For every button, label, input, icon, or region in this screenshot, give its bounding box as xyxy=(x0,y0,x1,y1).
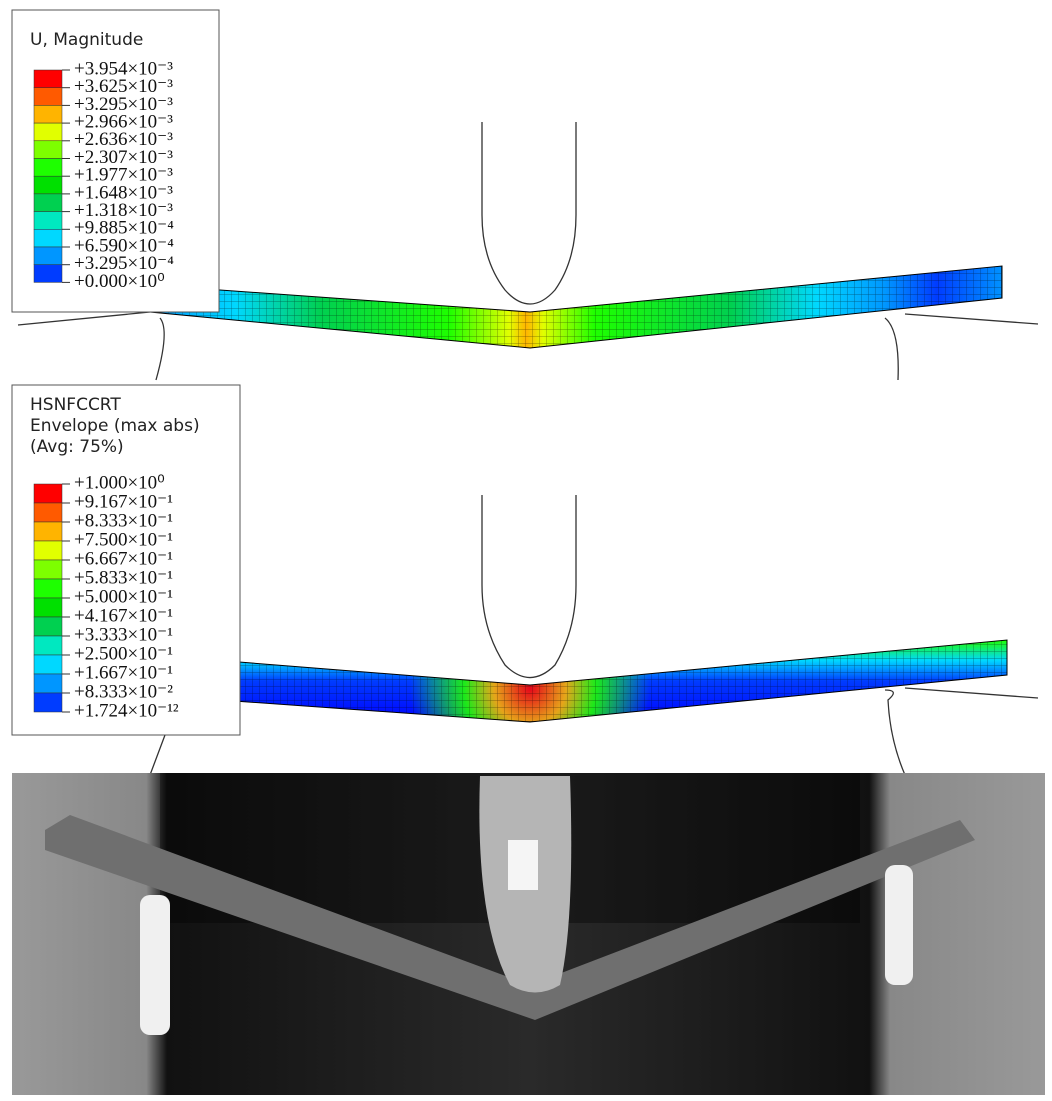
legend-title: Envelope (max abs) xyxy=(30,416,200,436)
experiment-photo xyxy=(12,773,1045,1095)
legend-swatch xyxy=(33,521,63,542)
legend-label: +5.833×10⁻¹ xyxy=(74,567,173,588)
legend-label: +6.590×10⁻⁴ xyxy=(74,235,174,256)
legend-label: +1.977×10⁻³ xyxy=(74,165,173,186)
legend: U, Magnitude+3.954×10⁻³+3.625×10⁻³+3.295… xyxy=(11,9,220,313)
legend-swatch xyxy=(33,692,63,713)
legend-swatch xyxy=(33,616,63,637)
legend-label: +3.954×10⁻³ xyxy=(74,58,173,79)
legend-swatch xyxy=(33,211,63,230)
legend-label: +2.307×10⁻³ xyxy=(74,147,173,168)
legend-swatch xyxy=(33,483,63,504)
legend-swatch xyxy=(33,140,63,159)
legend-label: +1.724×10⁻¹² xyxy=(74,700,179,721)
legend-swatch xyxy=(33,264,63,283)
legend-swatch xyxy=(33,597,63,618)
legend-label: +1.648×10⁻³ xyxy=(74,182,173,203)
legend-label: +2.500×10⁻¹ xyxy=(74,643,173,664)
legend-label: +9.167×10⁻¹ xyxy=(74,491,173,512)
legend-label: +2.966×10⁻³ xyxy=(74,111,173,132)
legend-title: HSNFCCRT xyxy=(30,395,121,415)
legend-label: +8.333×10⁻¹ xyxy=(74,510,173,531)
legend-label: +3.333×10⁻¹ xyxy=(74,624,173,645)
legend-swatch xyxy=(33,193,63,212)
legend-label: +8.333×10⁻² xyxy=(74,681,173,702)
legend-swatch xyxy=(33,502,63,523)
legend-label: +1.667×10⁻¹ xyxy=(74,662,173,683)
legend-label: +3.295×10⁻³ xyxy=(74,94,173,115)
legend-label: +3.295×10⁻⁴ xyxy=(74,253,174,274)
legend-swatch xyxy=(33,122,63,142)
legend-swatch xyxy=(33,578,63,599)
legend-label: +4.167×10⁻¹ xyxy=(74,605,173,626)
legend-swatch xyxy=(33,246,63,265)
legend-title: U, Magnitude xyxy=(30,30,143,50)
legend-swatch xyxy=(33,175,63,195)
legend-swatch xyxy=(33,654,63,675)
legend-swatch xyxy=(33,540,63,561)
legend-swatch xyxy=(33,229,63,248)
legend-label: +6.667×10⁻¹ xyxy=(74,548,173,569)
legend-swatch xyxy=(33,673,63,694)
legend-label: +1.000×10⁰ xyxy=(74,472,165,493)
fea-displacement xyxy=(17,122,1039,381)
legend-label: +0.000×10⁰ xyxy=(74,271,165,292)
legend-swatch xyxy=(33,69,63,88)
legend-swatch xyxy=(33,559,63,580)
legend-title: (Avg: 75%) xyxy=(30,437,124,457)
legend-swatch xyxy=(33,158,63,177)
legend-swatch xyxy=(33,87,63,106)
legend-label: +2.636×10⁻³ xyxy=(74,129,173,150)
legend-label: +3.625×10⁻³ xyxy=(74,76,173,97)
legend-swatch xyxy=(33,105,63,124)
legend-label: +1.318×10⁻³ xyxy=(74,200,173,221)
legend-label: +9.885×10⁻⁴ xyxy=(74,218,174,239)
legend-label: +7.500×10⁻¹ xyxy=(74,529,173,550)
fea-failure-criterion xyxy=(149,495,1039,776)
legend-swatch xyxy=(33,635,63,656)
legend-label: +5.000×10⁻¹ xyxy=(74,586,173,607)
